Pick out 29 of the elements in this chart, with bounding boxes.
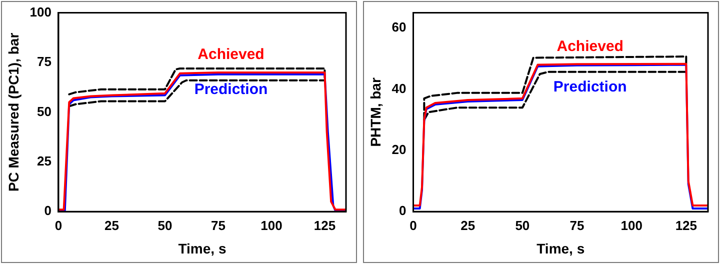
y-tick-label: 100 [30, 4, 52, 20]
series-label: Achieved [556, 38, 624, 55]
y-axis-title: PHTM, bar [367, 77, 384, 147]
x-tick-label: 0 [410, 218, 417, 233]
y-tick-label: 0 [44, 203, 52, 218]
x-axis-title: Time, s [178, 240, 226, 256]
series-label: Prediction [553, 78, 627, 96]
y-tick-label: 75 [37, 54, 52, 70]
x-tick-label: 50 [515, 218, 530, 233]
y-tick-label: 50 [37, 104, 52, 119]
y-axis-title: PC Measured (PC1), bar [5, 32, 22, 192]
x-axis-title: Time, s [536, 240, 585, 256]
x-tick-label: 100 [620, 218, 642, 233]
x-tick-label: 0 [54, 218, 62, 233]
x-tick-label: 125 [675, 218, 698, 233]
series-label: Prediction [194, 81, 268, 98]
y-tick-label: 20 [392, 142, 406, 158]
x-tick-label: 75 [210, 218, 226, 233]
y-tick-label: 25 [37, 153, 52, 168]
y-tick-label: 40 [392, 80, 406, 96]
series-label: Achieved [198, 46, 264, 64]
y-tick-label: 60 [392, 20, 406, 35]
x-tick-label: 25 [104, 218, 119, 233]
x-tick-label: 50 [158, 218, 172, 233]
y-tick-label: 0 [399, 203, 406, 218]
x-tick-label: 125 [314, 218, 336, 233]
x-tick-label: 25 [460, 218, 476, 233]
x-tick-label: 75 [570, 218, 584, 233]
x-tick-label: 100 [260, 218, 282, 233]
